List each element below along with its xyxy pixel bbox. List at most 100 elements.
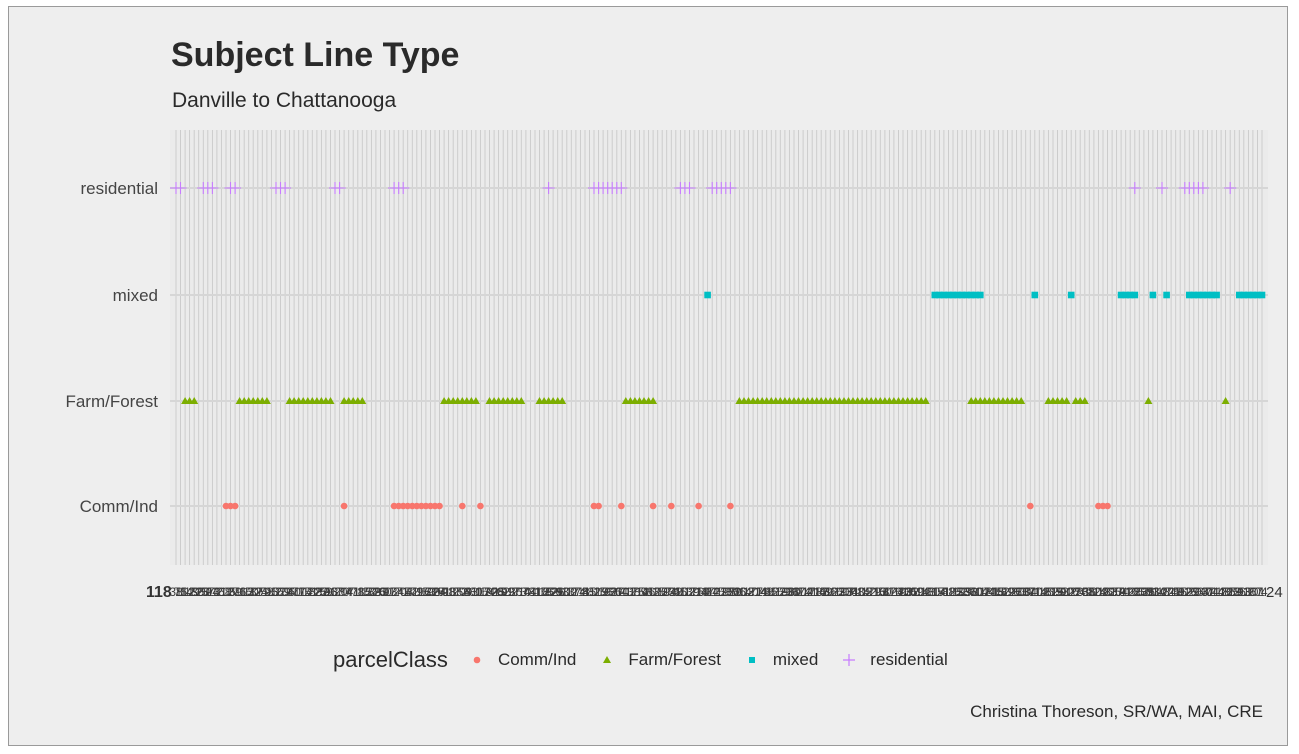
x-tick-label: 84	[706, 585, 720, 599]
legend-label: Comm/Ind	[497, 650, 577, 669]
x-tick-label: 135	[443, 585, 463, 599]
x-tick-label: 19	[1228, 585, 1242, 599]
x-tick-label: 2	[227, 585, 234, 599]
legend-key-circle-icon	[473, 656, 481, 664]
x-tick-label: 173	[507, 585, 527, 599]
point-mixed	[1245, 291, 1252, 299]
point-comm-ind	[227, 502, 234, 510]
point-mixed	[963, 291, 970, 299]
point-comm-ind	[459, 502, 466, 510]
x-tick-label: 90	[1060, 585, 1074, 599]
x-tick-label: 47	[701, 585, 715, 599]
x-tick-label: 50	[878, 585, 892, 599]
x-tick-label: 210	[511, 585, 531, 599]
x-tick-label: 29	[728, 585, 742, 599]
x-tick-label: 40	[287, 585, 301, 599]
x-tick-label: 186	[184, 585, 204, 599]
chart-caption: Christina Thoreson, SR/WA, MAI, CRE	[970, 702, 1263, 721]
point-mixed	[1067, 291, 1075, 299]
x-tick-label: 4	[345, 585, 352, 599]
x-tick-label: 10	[696, 585, 710, 599]
y-tick-label: residential	[81, 179, 159, 198]
x-tick-label: 147	[1152, 585, 1172, 599]
x-tick-label: 187	[243, 585, 263, 599]
x-tick-label: 226	[366, 585, 386, 599]
x-tick-label: 128	[1120, 585, 1140, 599]
x-tick-label: 169	[270, 585, 290, 599]
point-mixed	[940, 291, 948, 299]
x-tick-label: 237	[1016, 585, 1036, 599]
point-comm-ind	[340, 502, 348, 510]
point-mixed	[945, 291, 952, 299]
x-tick-label: 23	[374, 585, 388, 599]
x-tick-label: 88	[942, 585, 956, 599]
x-tick-label: 148	[1211, 585, 1231, 599]
x-tick-label: 133	[325, 585, 345, 599]
x-tick-label: 121	[707, 585, 727, 599]
point-farm-forest	[649, 397, 658, 404]
x-tick-label-first: 118	[146, 584, 172, 601]
x-tick-label: 149	[180, 585, 200, 599]
x-tick-label: 48	[760, 585, 774, 599]
x-tick-label: 32	[905, 585, 919, 599]
x-tick-label: 89	[1001, 585, 1015, 599]
point-comm-ind	[590, 502, 598, 510]
x-tick-label: 17	[1110, 585, 1124, 599]
x-tick-label: 223	[189, 585, 209, 599]
x-tick-label: 144	[975, 585, 995, 599]
x-tick-label: 218	[984, 585, 1004, 599]
point-mixed	[958, 291, 966, 299]
point-comm-ind	[477, 502, 484, 510]
x-tick-label: 167	[1243, 585, 1263, 599]
point-mixed	[1117, 291, 1125, 299]
point-comm-ind	[668, 502, 675, 510]
x-tick-label: 3	[286, 585, 293, 599]
x-tick-label: 164	[1066, 585, 1086, 599]
x-tick-label: 125	[943, 585, 963, 599]
x-tick-label: 71	[1028, 585, 1042, 599]
x-tick-label: 181	[979, 585, 999, 599]
x-tick-label: 36	[1142, 585, 1156, 599]
x-tick-label: 159	[770, 585, 790, 599]
point-comm-ind	[422, 502, 430, 510]
x-tick-label: 200	[1011, 585, 1031, 599]
point-residential	[229, 182, 242, 194]
point-mixed	[1126, 291, 1134, 299]
x-tick-label: 73	[1146, 585, 1160, 599]
point-residential	[683, 182, 696, 194]
x-tick-label: 60	[378, 585, 392, 599]
point-residential	[333, 182, 346, 194]
point-residential	[1128, 182, 1141, 194]
point-comm-ind	[649, 502, 657, 510]
x-tick-label: 37	[1201, 585, 1215, 599]
legend-label: residential	[870, 650, 948, 669]
x-tick-label: 113	[235, 585, 254, 599]
x-tick-label: 178	[802, 585, 822, 599]
x-tick-label: 79	[410, 585, 424, 599]
x-tick-label: 220	[1102, 585, 1122, 599]
x-tick-label: 201	[1070, 585, 1090, 599]
x-tick-label: 53	[1055, 585, 1069, 599]
x-tick-label: 195	[716, 585, 736, 599]
x-tick-label: 137	[561, 585, 581, 599]
x-tick-label: 163	[1007, 585, 1027, 599]
x-tick-label: 65	[674, 585, 688, 599]
x-tick-label: 114	[294, 585, 313, 599]
y-tick-label: mixed	[113, 286, 158, 305]
x-tick-label-last: 24	[1266, 584, 1283, 601]
x-tick-label: 122	[766, 585, 786, 599]
point-farm-forest	[1080, 397, 1089, 404]
x-tick-label: 62	[497, 585, 511, 599]
x-tick-label: 82	[587, 585, 601, 599]
legend-key-square-icon	[748, 657, 755, 663]
point-mixed	[1240, 291, 1248, 299]
x-tick-label: 86	[824, 585, 838, 599]
x-tick-label: 155	[534, 585, 554, 599]
x-tick-label: 83	[646, 585, 660, 599]
x-tick-label: 116	[412, 585, 431, 599]
x-tick-label: 182	[1038, 585, 1058, 599]
x-tick-label: 213	[689, 585, 709, 599]
x-tick-label: 21	[256, 585, 270, 599]
x-tick-label: 102	[675, 585, 695, 599]
x-tick-label: 12	[815, 585, 829, 599]
